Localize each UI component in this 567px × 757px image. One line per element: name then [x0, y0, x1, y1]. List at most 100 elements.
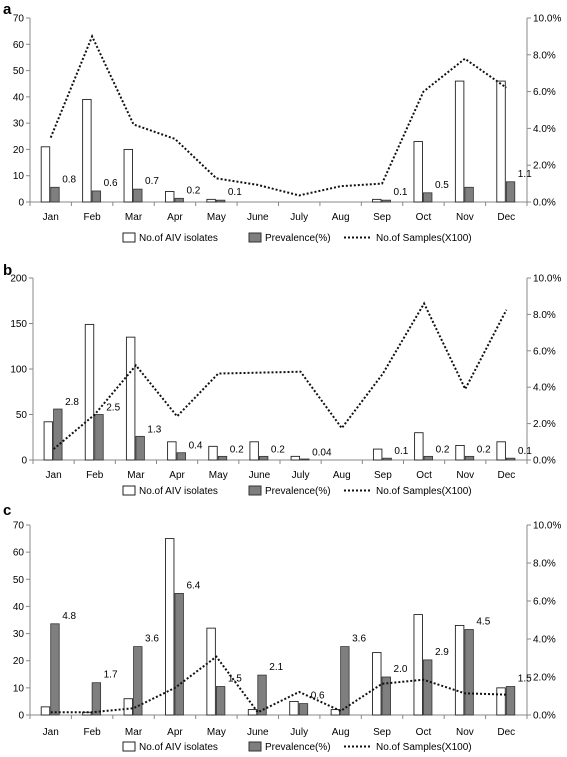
prevalence-data-label: 1.7 [104, 670, 118, 681]
x-tick-label: Feb [86, 470, 104, 481]
left-tick-label: 30 [13, 629, 25, 640]
prevalence-bar [176, 452, 186, 461]
left-tick-label: 10 [13, 171, 25, 182]
x-tick-label: Feb [84, 727, 102, 738]
left-tick-label: 50 [13, 66, 25, 77]
panel-b-letter: b [3, 262, 12, 279]
isolates-bar [372, 652, 382, 716]
prevalence-data-label: 4.5 [476, 617, 490, 628]
x-tick-label: Nov [456, 212, 474, 223]
prevalence-data-label: 0.6 [311, 691, 325, 702]
prevalence-bar [257, 674, 267, 716]
left-tick-label: 60 [13, 548, 25, 559]
legend-label-prevalence: Prevalence(%) [265, 233, 331, 244]
prevalence-data-label: 0.2 [271, 444, 285, 455]
isolates-bar [454, 624, 465, 716]
right-tick-label: 2.0% [533, 419, 556, 430]
prevalence-data-label: 0.5 [435, 180, 449, 191]
x-tick-label: Jan [43, 727, 59, 738]
prevalence-data-label: 0.7 [145, 176, 159, 187]
isolates-bar [40, 706, 51, 716]
isolates-bar [414, 432, 424, 461]
isolates-bar [206, 198, 216, 203]
right-tick-label: 2.0% [533, 673, 556, 684]
prevalence-data-label: 1.3 [147, 424, 161, 435]
prevalence-bar [91, 190, 102, 203]
left-tick-label: 50 [16, 410, 28, 421]
left-tick-label: 200 [10, 274, 27, 285]
left-tick-label: 30 [13, 119, 25, 130]
x-tick-label: Nov [456, 470, 474, 481]
panel-b: 0 50 100 150 200 0.0% 2.0% 4.0% 6.0% 8.0% 10.0% Jan… [10, 274, 561, 498]
x-tick-label: Apr [167, 212, 183, 223]
prevalence-bar [298, 703, 309, 716]
prevalence-data-label: 0.2 [477, 444, 491, 455]
prevalence-bar [464, 629, 474, 716]
left-tick-label: 50 [13, 575, 25, 586]
prevalence-data-label: 3.6 [145, 634, 159, 645]
isolates-bar [40, 146, 51, 203]
isolates-bar [247, 709, 258, 716]
x-tick-label: July [292, 470, 310, 481]
right-tick-label: 8.0% [533, 50, 556, 61]
prevalence-bar [53, 408, 63, 461]
x-tick-label: Oct [416, 212, 432, 223]
prevalence-data-label: 0.2 [186, 185, 200, 196]
prevalence-data-label: 2.8 [65, 397, 79, 408]
legend-swatch-isolates [122, 741, 136, 752]
left-tick-label: 60 [13, 40, 25, 51]
legend-swatch-isolates [122, 232, 136, 243]
isolates-bar [167, 441, 177, 461]
right-tick-label: 10.0% [533, 14, 561, 25]
isolates-bar [289, 700, 299, 716]
isolates-bar [43, 421, 54, 461]
prevalence-data-label: 0.6 [104, 178, 118, 189]
right-tick-label: 10.0% [533, 274, 561, 285]
left-tick-label: 70 [13, 521, 25, 532]
prevalence-data-label: 0.1 [394, 187, 408, 198]
left-tick-label: 150 [10, 319, 27, 330]
x-tick-label: Nov [456, 727, 474, 738]
x-tick-label: Sep [373, 727, 391, 738]
x-tick-label: Apr [169, 470, 185, 481]
prevalence-bar [464, 186, 474, 203]
isolates-bar [496, 687, 506, 716]
x-tick-label: Mar [125, 727, 143, 738]
legend-swatch-isolates [122, 485, 136, 496]
panel-c-letter: c [3, 502, 11, 519]
isolates-bar [372, 448, 383, 461]
x-tick-label: July [290, 727, 308, 738]
isolates-bar [123, 698, 133, 716]
right-tick-label: 6.0% [533, 346, 556, 357]
right-tick-label: 4.0% [533, 635, 556, 646]
panel-a: 0 10 20 30 40 50 60 70 0.0% 2.0% 4.0% 6.0% 8.0% 10.0%… [13, 14, 562, 245]
prevalence-bar [135, 435, 145, 461]
legend-label-isolates: No.of AIV isolates [139, 486, 218, 497]
right-tick-label: 4.0% [533, 383, 556, 394]
prevalence-data-label: 6.4 [186, 580, 200, 591]
legend-label-prevalence: Prevalence(%) [265, 486, 331, 497]
x-tick-label: Aug [333, 470, 351, 481]
prevalence-bar [174, 593, 184, 716]
right-tick-label: 0.0% [533, 711, 556, 722]
prevalence-bar [464, 455, 475, 461]
x-tick-label: Apr [167, 727, 183, 738]
x-tick-label: Dec [497, 727, 515, 738]
isolates-bar [249, 441, 259, 461]
right-tick-label: 6.0% [533, 597, 556, 608]
isolates-bar [454, 80, 465, 203]
prevalence-data-label: 2.1 [269, 662, 283, 673]
x-tick-label: July [290, 212, 308, 223]
prevalence-bar [423, 192, 433, 203]
left-tick-label: 10 [13, 683, 25, 694]
x-tick-label: Jan [46, 470, 62, 481]
left-tick-label: 40 [13, 92, 25, 103]
right-tick-label: 10.0% [533, 521, 561, 532]
isolates-bar [123, 148, 133, 203]
prevalence-bar [423, 455, 433, 461]
isolates-bar [165, 191, 175, 203]
prevalence-bar [217, 455, 228, 461]
x-tick-label: Sep [374, 470, 392, 481]
legend-label-samples: No.of Samples(X100) [376, 742, 472, 753]
